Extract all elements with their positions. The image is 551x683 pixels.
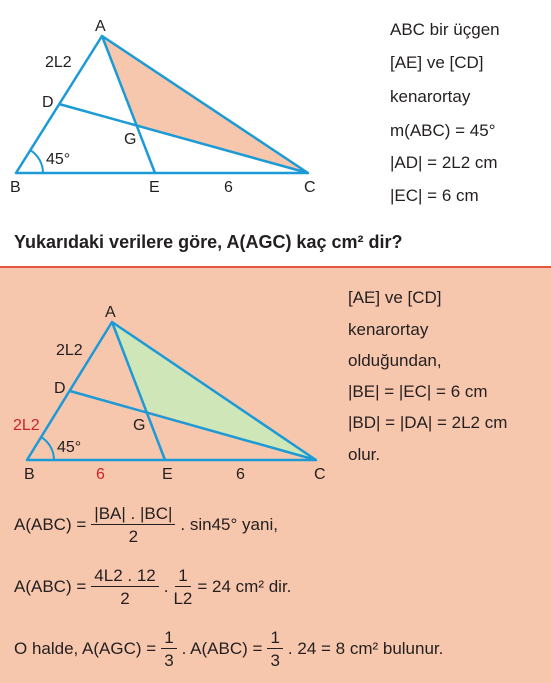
eq2-lhs: A(ABC) = [14,577,87,596]
eq1-fraction: |BA| . |BC| 2 [91,504,176,546]
label-g: G [124,131,136,148]
label-angle: 45° [57,439,81,456]
eq2-numerator: 4L2 . 12 [91,566,159,587]
eq2-fraction: 4L2 . 12 2 [91,566,159,608]
eq1-rest: . sin45° yani, [180,515,278,534]
eq3-denominator-2: 3 [270,651,280,670]
eq2-numerator-2: 1 [175,566,191,587]
question-text: Yukarıdaki verilere göre, A(AGC) kaç cm²… [14,232,403,252]
eq2-rest: = 24 cm² dir. [197,577,292,596]
note-3: olduğundan, [348,351,442,370]
given-4: m(ABC) = 45° [390,121,496,140]
note-5: |BD| = |DA| = 2L2 cm [348,413,508,432]
label-c: C [314,466,326,483]
given-2: [AE] ve [CD] [390,53,484,72]
label-g: G [133,417,145,434]
label-d: D [42,94,54,111]
label-e: E [162,466,173,483]
eq2-denominator-2: L2 [173,589,193,608]
solution-box [0,266,551,683]
given-1: ABC bir üçgen [390,20,500,39]
eq3-fraction-2: 1 3 [267,628,283,670]
note-4: |BE| = |EC| = 6 cm [348,382,488,401]
equation-line-2: A(ABC) = 4L2 . 12 2 . 1 L2 = 24 cm² dir. [14,566,291,608]
eq1-denominator: 2 [128,527,139,546]
median-cd [69,389,317,462]
label-e: E [149,179,160,196]
median-ae [110,321,167,461]
eq2-dot: . [163,577,169,596]
given-3: kenarortay [390,87,471,106]
label-ec: 6 [224,179,233,196]
label-be: 6 [96,466,105,483]
eq2-denominator: 2 [120,589,130,608]
note-1: [AE] ve [CD] [348,288,442,307]
label-a: A [105,304,116,321]
equation-line-3: O halde, A(AGC) = 1 3 . A(ABC) = 1 3 . 2… [14,628,443,670]
eq3-denominator: 3 [164,651,174,670]
angle-b-arc [29,149,44,174]
eq3-fraction: 1 3 [161,628,177,670]
eq3-rest: . 24 = 8 cm² bulunur. [287,639,444,658]
label-a: A [95,18,106,35]
eq1-lhs: A(ABC) = [14,515,87,534]
label-ec: 6 [236,466,245,483]
angle-b-arc [40,436,55,461]
label-b: B [24,466,35,483]
eq3-numerator-2: 1 [267,628,283,649]
eq1-numerator: |BA| . |BC| [91,504,176,525]
label-bd: 2L2 [13,417,40,434]
eq3-lhs: O halde, A(AGC) = [14,639,157,658]
label-angle: 45° [46,151,70,168]
eq2-fraction-2: 1 L2 [173,566,192,608]
note-6: olur. [348,445,381,464]
eq3-mid: . A(ABC) = [181,639,263,658]
given-6: |EC| = 6 cm [390,186,479,205]
median-ae [100,35,157,174]
triangle-abc [25,320,318,462]
label-ad: 2L2 [56,342,83,359]
label-b: B [10,179,21,196]
note-2: kenarortay [348,320,429,339]
eq3-numerator: 1 [161,628,177,649]
label-ad: 2L2 [45,54,72,71]
median-cd [58,102,309,175]
equation-line-1: A(ABC) = |BA| . |BC| 2 . sin45° yani, [14,504,278,546]
label-d: D [54,380,66,397]
given-5: |AD| = 2L2 cm [390,153,498,172]
label-c: C [304,179,316,196]
